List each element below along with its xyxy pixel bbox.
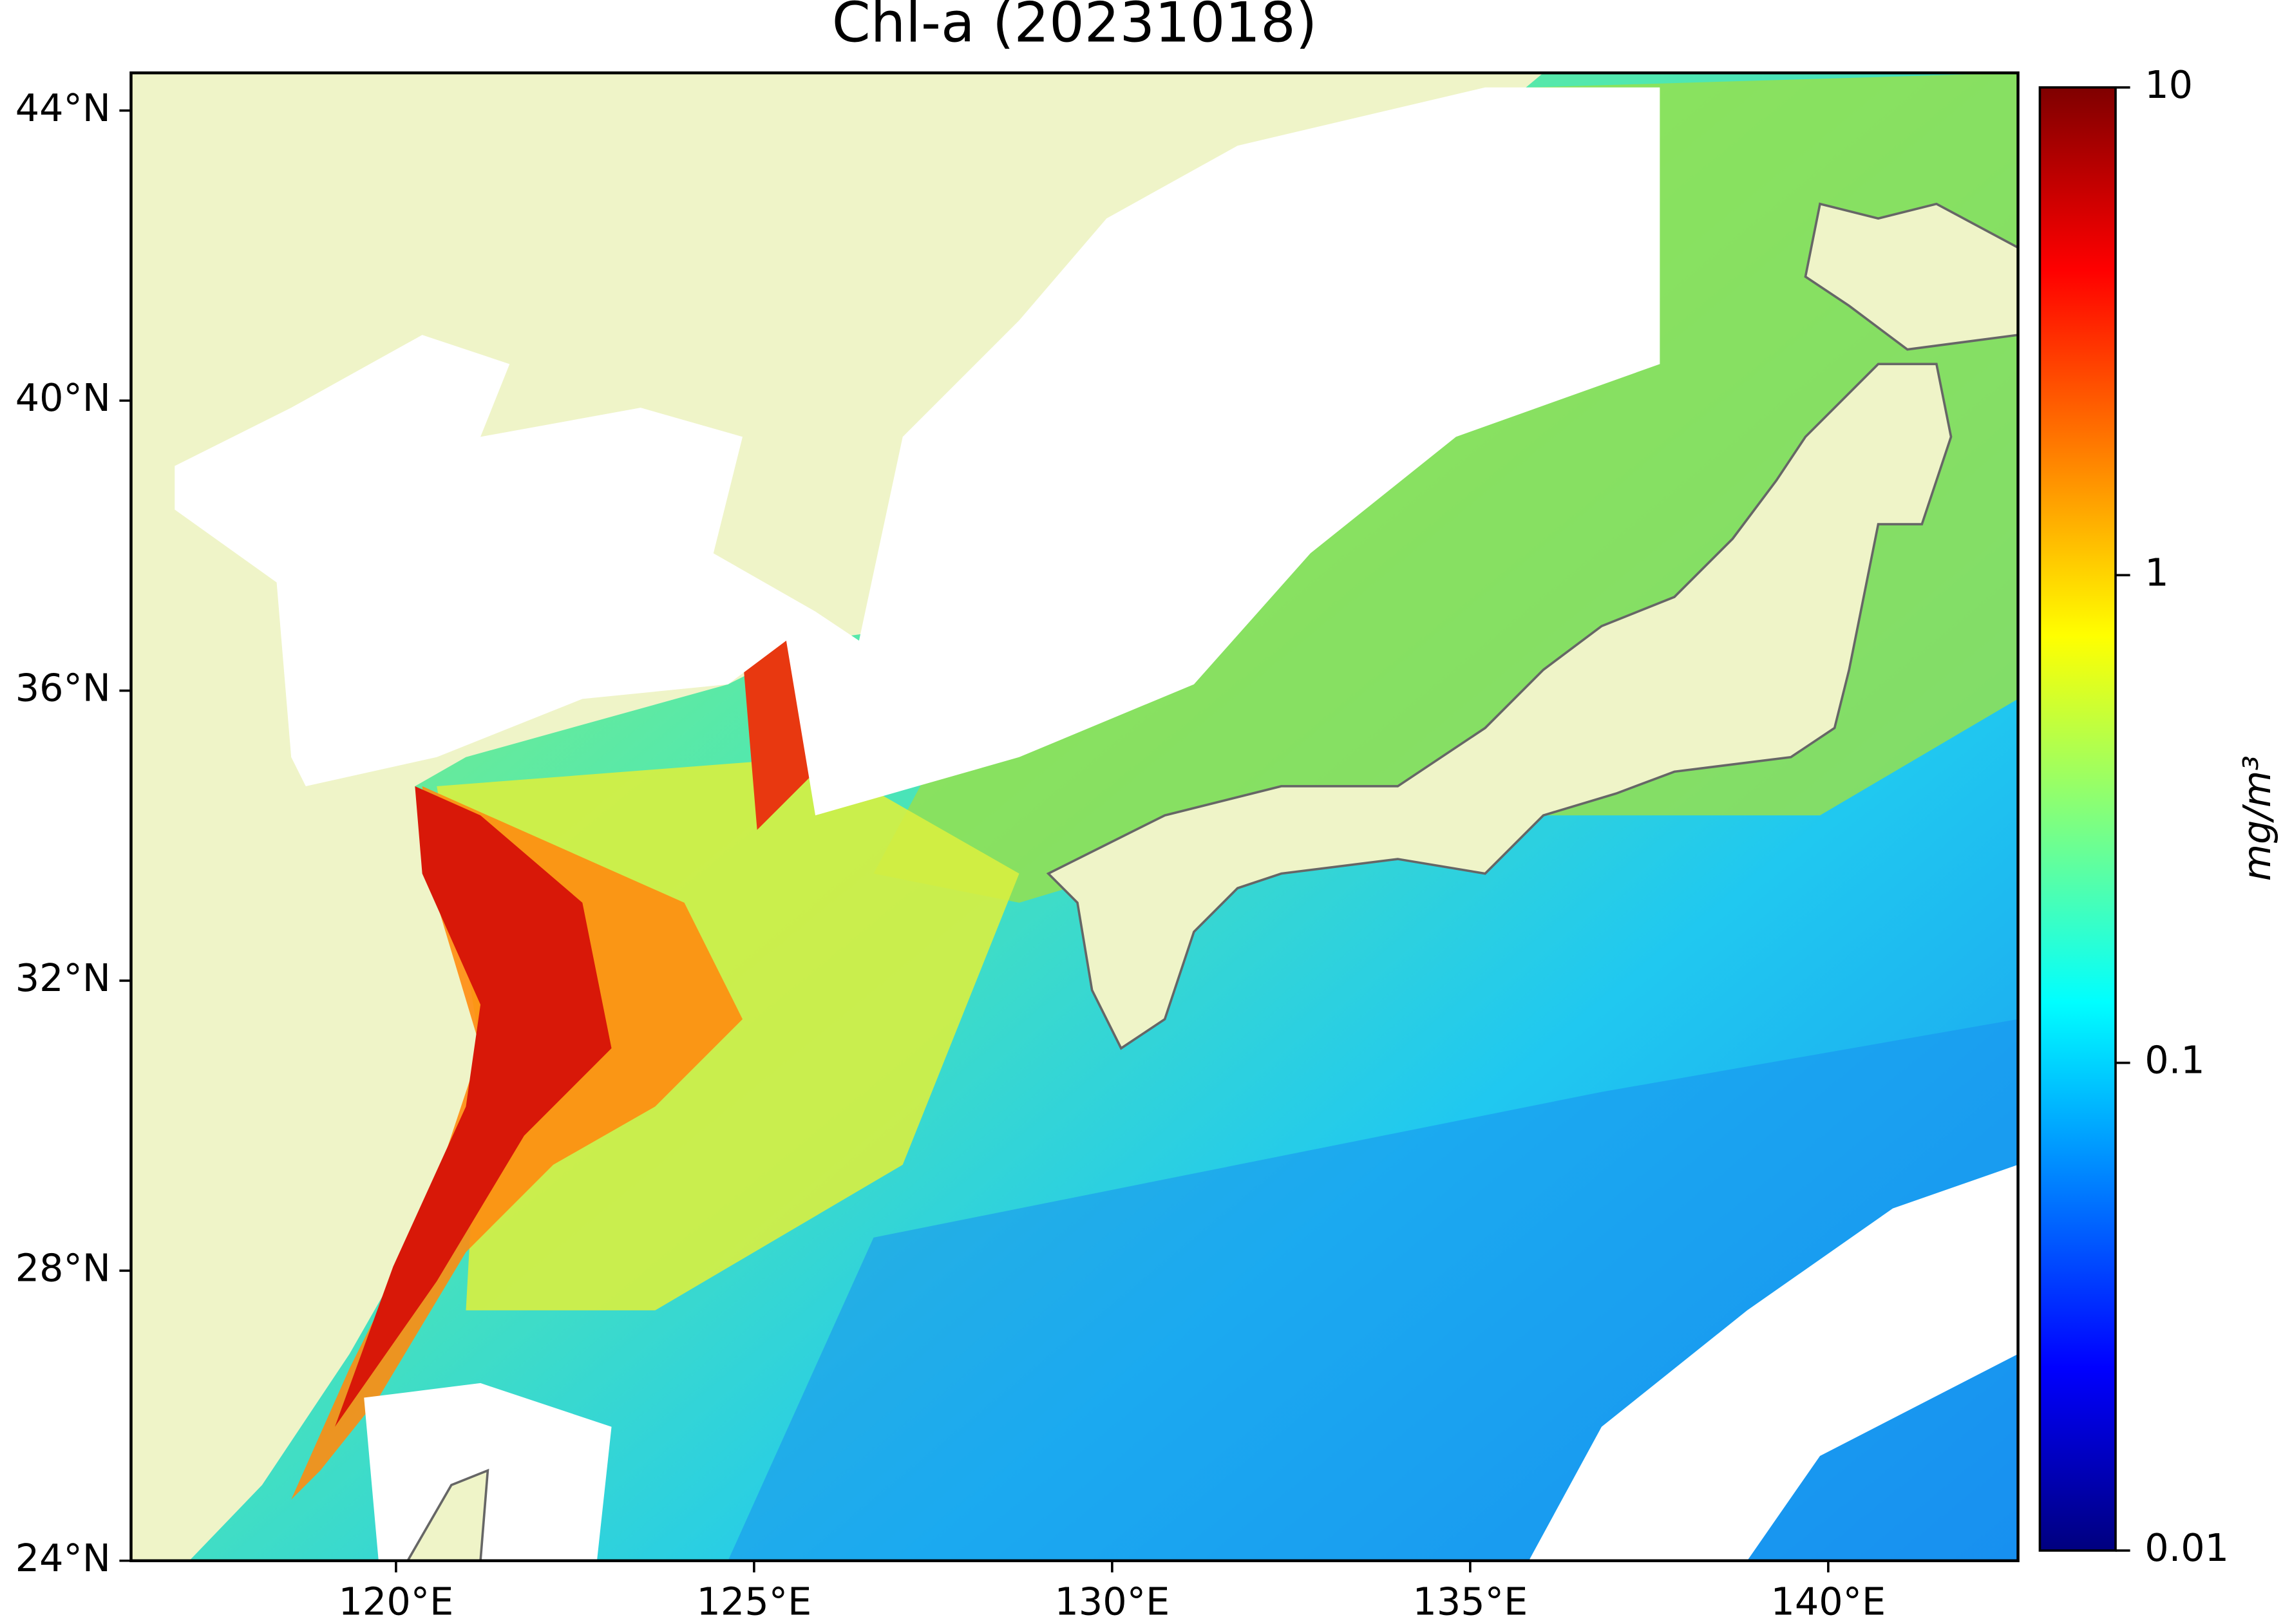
hokkaido-land: [1804, 202, 2018, 351]
x-tick-label: 135°E: [1413, 1580, 1528, 1624]
y-tick-label: 36°N: [15, 666, 111, 710]
map-title: Chl-a (20231018): [832, 0, 1318, 55]
x-tick-label: 120°E: [339, 1580, 454, 1624]
y-tick-label: 40°N: [15, 375, 111, 420]
map-area: [131, 73, 2018, 1561]
y-tick-label: 24°N: [15, 1536, 111, 1580]
colorbar-label: mg/m³: [2235, 755, 2279, 881]
colorbar-tick-label: 1: [2145, 550, 2168, 594]
japan-land: [1046, 363, 1953, 1050]
colorbar-tick-label: 10: [2145, 62, 2193, 107]
x-tick-label: 140°E: [1771, 1580, 1886, 1624]
colorbar: [2038, 86, 2117, 1552]
colorbar-tick-label: 0.1: [2145, 1038, 2204, 1082]
map-frame: [129, 71, 2020, 1563]
x-tick-label: 125°E: [697, 1580, 812, 1624]
taiwan-land: [406, 1468, 489, 1561]
y-tick-label: 28°N: [15, 1245, 111, 1290]
cloud: [1528, 1164, 2018, 1561]
y-tick-label: 44°N: [15, 86, 111, 130]
colorbar-tick-label: 0.01: [2145, 1525, 2229, 1570]
y-tick-label: 32°N: [15, 956, 111, 1000]
red-water: [334, 786, 612, 1427]
cloud: [175, 87, 1660, 816]
x-tick-label: 130°E: [1055, 1580, 1170, 1624]
